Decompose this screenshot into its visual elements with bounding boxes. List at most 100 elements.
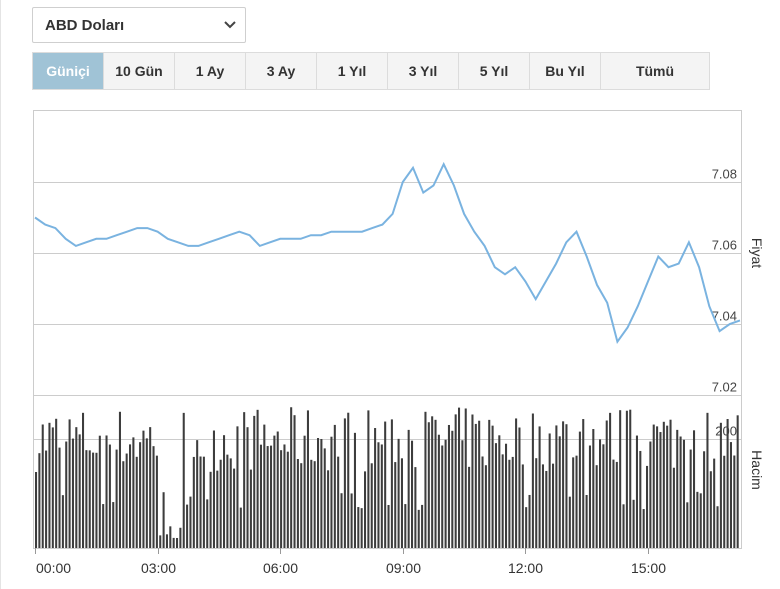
tab-10-gun[interactable]: 10 Gün (104, 53, 175, 89)
volume-bar (135, 456, 138, 548)
volume-bar (599, 439, 602, 548)
x-tick-label: 15:00 (631, 560, 666, 576)
volume-bar (562, 421, 565, 548)
volume-bar (639, 450, 642, 548)
volume-bar (494, 443, 497, 548)
currency-select[interactable]: ABD Doları (32, 7, 246, 43)
volume-bar (125, 453, 128, 548)
volume-bar (155, 455, 158, 548)
volume-bar (431, 416, 434, 548)
volume-bar (48, 422, 51, 548)
volume-bar (149, 427, 152, 548)
volume-bar (139, 442, 142, 548)
volume-bar (615, 461, 618, 548)
volume-bar (682, 439, 685, 548)
volume-bar (132, 437, 135, 548)
volume-bar (471, 414, 474, 548)
volume-bar (474, 423, 477, 548)
volume-bar (609, 412, 612, 548)
page-left-border (0, 0, 1, 589)
volume-bar (548, 433, 551, 548)
price-tick-label: 7.02 (712, 380, 737, 395)
volume-bar (78, 434, 81, 548)
range-tabs: Güniçi 10 Gün 1 Ay 3 Ay 1 Yıl 3 Yıl 5 Yı… (32, 52, 710, 90)
volume-bar (296, 459, 299, 548)
volume-bar (186, 504, 189, 548)
volume-bar (427, 422, 430, 548)
volume-bar (491, 425, 494, 548)
volume-bar (112, 502, 115, 548)
x-tick-label: 06:00 (263, 560, 298, 576)
volume-bar (55, 418, 58, 548)
volume-bar (145, 438, 148, 548)
volume-bar (387, 505, 390, 548)
tab-tumu[interactable]: Tümü (601, 53, 709, 89)
currency-select-value: ABD Doları (45, 17, 125, 34)
volume-bar (400, 458, 403, 548)
volume-bar (397, 438, 400, 548)
volume-bar (159, 535, 162, 548)
x-tick-label: 03:00 (141, 560, 176, 576)
volume-bar (394, 462, 397, 548)
volume-tick-label: 200 (715, 424, 737, 439)
volume-bar (196, 440, 199, 548)
volume-bar (223, 435, 226, 548)
volume-bar (511, 456, 514, 548)
volume-bar (565, 424, 568, 548)
volume-bar (343, 418, 346, 548)
price-series-line (34, 161, 741, 345)
volume-bar (558, 436, 561, 548)
tab-3-ay[interactable]: 3 Ay (246, 53, 317, 89)
volume-bar (310, 459, 313, 548)
volume-bar (65, 441, 68, 548)
volume-bar (169, 526, 172, 548)
volume-bar (484, 465, 487, 548)
volume-bar (568, 496, 571, 548)
volume-bar (212, 430, 215, 548)
volume-bar (98, 435, 101, 548)
volume-bar (699, 493, 702, 548)
volume-bar (236, 426, 239, 548)
volume-bar (488, 419, 491, 548)
volume-bar (320, 438, 323, 548)
volume-bar (407, 429, 410, 548)
volume-bar (172, 537, 175, 548)
volume-bar (424, 411, 427, 548)
price-axis-label: Fiyat (749, 238, 765, 268)
volume-bar (239, 507, 242, 548)
volume-bar (713, 458, 716, 548)
volume-bar (327, 470, 330, 548)
tab-gunici[interactable]: Güniçi (33, 53, 104, 89)
volume-bar (719, 422, 722, 548)
volume-bar (481, 456, 484, 548)
volume-bar (635, 435, 638, 548)
volume-bar (115, 449, 118, 548)
volume-bar (693, 430, 696, 548)
tab-5-yil[interactable]: 5 Yıl (459, 53, 530, 89)
volume-bar (380, 444, 383, 548)
volume-bar (41, 424, 44, 548)
volume-bar (434, 419, 437, 548)
volume-bar (417, 509, 420, 548)
volume-bar (300, 463, 303, 548)
volume-bar (370, 463, 373, 548)
volume-bar (179, 527, 182, 548)
volume-bar (531, 413, 534, 548)
volume-bar (716, 506, 719, 548)
volume-bar (353, 432, 356, 548)
volume-bar (733, 455, 736, 548)
tab-1-yil[interactable]: 1 Yıl (317, 53, 388, 89)
tab-3-yil[interactable]: 3 Yıl (388, 53, 459, 89)
volume-bar (58, 447, 61, 548)
volume-bar (142, 430, 145, 548)
volume-bar (414, 467, 417, 548)
volume-bar (286, 451, 289, 548)
price-tick-label: 7.04 (712, 309, 737, 324)
volume-bar (468, 466, 471, 548)
tab-1-ay[interactable]: 1 Ay (175, 53, 246, 89)
volume-bar (61, 495, 64, 548)
volume-bar (253, 415, 256, 548)
volume-bar (293, 415, 296, 548)
volume-bar (521, 464, 524, 548)
tab-bu-yil[interactable]: Bu Yıl (530, 53, 601, 89)
